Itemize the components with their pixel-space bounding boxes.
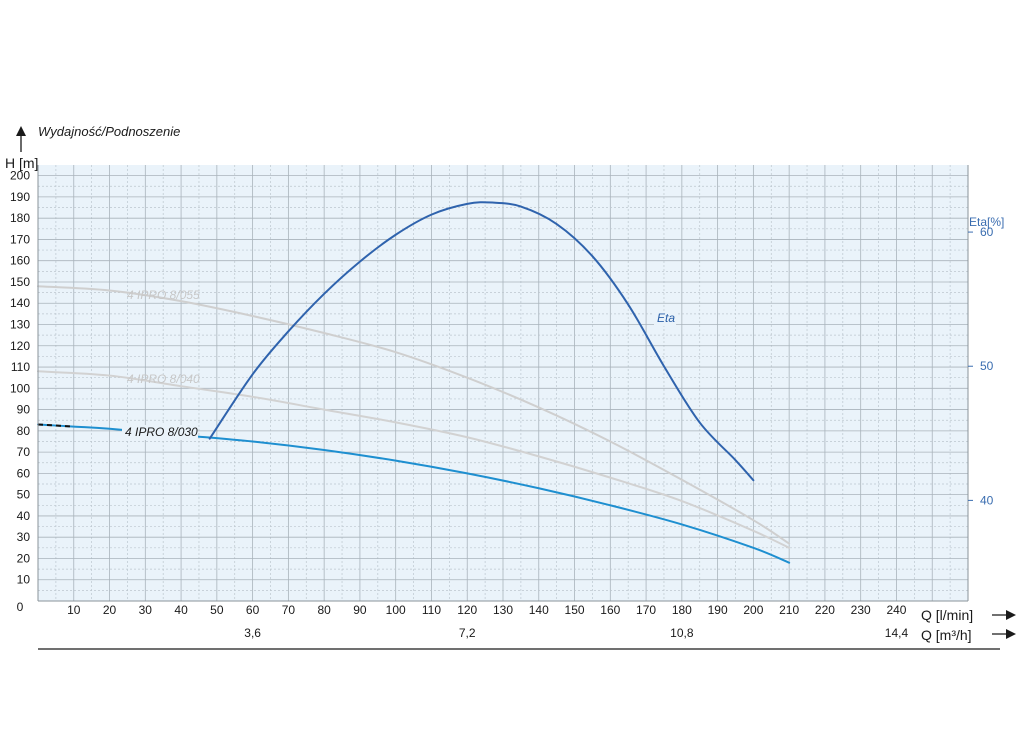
y2-tick-label: 60	[980, 225, 994, 239]
y-arrow-head	[16, 126, 26, 136]
y-tick-label: 60	[17, 466, 31, 480]
y-tick-label: 120	[10, 339, 30, 353]
x-tick-label: 20	[103, 603, 117, 617]
series-line-0	[37, 285, 791, 545]
series-line-2	[37, 423, 791, 564]
y-tick-label: 110	[11, 360, 30, 374]
y-tick-label: 150	[10, 275, 30, 289]
x-tick-label: 180	[672, 603, 692, 617]
y-tick-label: 90	[17, 403, 31, 417]
x-tick-label: 150	[565, 603, 585, 617]
series-label-0: 4 IPRO 8/055	[127, 288, 200, 302]
chart-title: Wydajność/Podnoszenie	[38, 124, 180, 139]
series-line-3	[208, 201, 755, 482]
series-label-2: 4 IPRO 8/030	[125, 425, 198, 439]
x-axis-label: Q [l/min]	[921, 607, 973, 623]
x2-tick-label: 3,6	[244, 626, 261, 640]
x-tick-label: 30	[139, 603, 153, 617]
labels: 4 IPRO 8/055 4 IPRO 8/040 4 IPRO 8/030 Eta	[122, 288, 676, 440]
series-label-3: Eta	[657, 311, 675, 325]
x-tick-label: 70	[282, 603, 296, 617]
y-tick-label: 80	[17, 424, 31, 438]
x-tick-label: 120	[457, 603, 477, 617]
y-tick-label: 20	[17, 551, 31, 565]
origin-label: 0	[17, 600, 24, 614]
x-tick-label: 60	[246, 603, 260, 617]
series-line-1	[37, 370, 791, 549]
x2-tick-label: 7,2	[459, 626, 476, 640]
y-tick-label: 180	[10, 211, 30, 225]
x-tick-label: 140	[529, 603, 549, 617]
x-tick-label: 230	[851, 603, 871, 617]
x-tick-label: 50	[210, 603, 224, 617]
y-tick-label: 100	[10, 381, 30, 395]
y2-axis-label: Eta[%]	[969, 215, 1004, 229]
y-axis-label: H [m]	[5, 155, 38, 171]
y-tick-label: 10	[17, 573, 31, 587]
x-tick-label: 200	[743, 603, 763, 617]
x-tick-label: 100	[386, 603, 406, 617]
dashed-segment	[37, 423, 74, 428]
y-tick-label: 40	[17, 509, 31, 523]
x-tick-label: 110	[422, 603, 441, 617]
x-tick-label: 240	[886, 603, 906, 617]
x-tick-label: 210	[779, 603, 799, 617]
y2-tick-label: 40	[980, 493, 994, 507]
x-tick-label: 220	[815, 603, 835, 617]
series-lines	[37, 201, 791, 564]
x-tick-label: 160	[600, 603, 620, 617]
series-label-bg	[654, 311, 676, 326]
x-tick-label: 80	[317, 603, 331, 617]
y-tick-label: 170	[10, 232, 30, 246]
x-tick-label: 170	[636, 603, 656, 617]
series-label-bg	[122, 425, 198, 440]
x-arrow-head	[1006, 610, 1016, 620]
series-label-1: 4 IPRO 8/040	[127, 372, 200, 386]
y2-tick-label: 50	[980, 359, 994, 373]
x2-tick-label: 14,4	[885, 626, 909, 640]
x2-arrow-head	[1006, 629, 1016, 639]
x-tick-label: 40	[174, 603, 188, 617]
x-tick-label: 10	[67, 603, 81, 617]
x2-axis-label: Q [m³/h]	[921, 627, 972, 643]
y-tick-label: 200	[10, 169, 30, 183]
axes: 1020304050607080901001101201301401501601…	[5, 124, 1016, 650]
y-tick-label: 130	[10, 318, 30, 332]
x-tick-label: 130	[493, 603, 513, 617]
y-tick-label: 50	[17, 488, 31, 502]
x-tick-label: 90	[353, 603, 367, 617]
x2-tick-label: 10,8	[670, 626, 694, 640]
x-tick-label: 190	[708, 603, 728, 617]
y-tick-label: 30	[17, 530, 31, 544]
y-tick-label: 190	[10, 190, 30, 204]
y-tick-label: 70	[17, 445, 31, 459]
y-tick-label: 140	[10, 296, 30, 310]
y-tick-label: 160	[10, 254, 30, 268]
